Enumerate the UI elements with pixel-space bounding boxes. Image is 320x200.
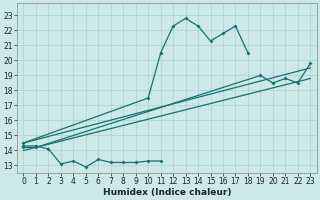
X-axis label: Humidex (Indice chaleur): Humidex (Indice chaleur) <box>103 188 231 197</box>
